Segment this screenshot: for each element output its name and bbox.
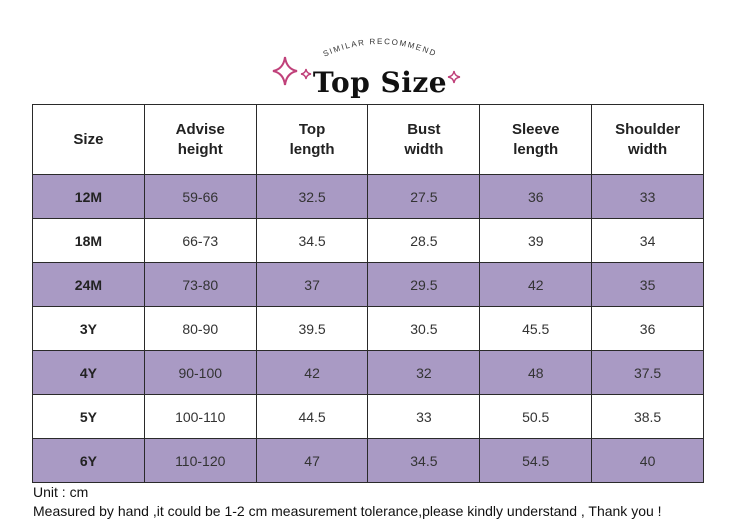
table-header-row: Size Advise height Top length Bust width Sleeve…	[32, 104, 704, 175]
size-cell: 4Y	[32, 350, 145, 395]
measurement-cell: 37.5	[591, 350, 704, 395]
table-row: 3Y 80-90 39.5 30.5 45.5 36	[32, 306, 704, 351]
column-header-line: Sleeve	[511, 120, 560, 138]
column-header-line: height	[177, 140, 223, 158]
column-header-line: width	[404, 140, 444, 158]
measurement-cell: 59-66	[143, 174, 257, 219]
measurement-cell: 80-90	[143, 306, 257, 351]
table-row: 18M 66-73 34.5 28.5 39 34	[32, 218, 704, 263]
measurement-cell: 30.5	[367, 306, 481, 351]
measurement-cell: 73-80	[143, 262, 257, 307]
size-cell: 12M	[32, 174, 145, 219]
size-cell: 3Y	[32, 306, 145, 351]
measurement-cell: 29.5	[367, 262, 481, 307]
measurement-cell: 32.5	[255, 174, 369, 219]
small-sparkle-icon	[300, 68, 312, 80]
header: SIMILAR RECOMMEND Top Size	[0, 0, 750, 104]
right-sparkle-icon	[447, 70, 461, 84]
measurement-cell: 39	[479, 218, 593, 263]
measurement-cell: 45.5	[479, 306, 593, 351]
measurement-cell: 50.5	[479, 394, 593, 439]
measurement-cell: 36	[479, 174, 593, 219]
measurement-cell: 90-100	[143, 350, 257, 395]
column-header: Sleeve length	[479, 104, 593, 175]
table-row: 12M 59-66 32.5 27.5 36 33	[32, 174, 704, 219]
table-row: 4Y 90-100 42 32 48 37.5	[32, 350, 704, 395]
column-header-line: Advise	[175, 120, 225, 138]
measurement-note: Measured by hand ,it could be 1-2 cm mea…	[33, 503, 662, 519]
measurement-cell: 44.5	[255, 394, 369, 439]
measurement-cell: 34	[591, 218, 704, 263]
measurement-cell: 34.5	[367, 438, 481, 483]
column-header: Size	[32, 104, 145, 175]
column-header-line: Shoulder	[615, 120, 681, 138]
measurement-cell: 47	[255, 438, 369, 483]
measurement-cell: 48	[479, 350, 593, 395]
column-header-line: length	[513, 140, 559, 158]
sparkle-icon	[272, 56, 298, 86]
measurement-cell: 35	[591, 262, 704, 307]
table-body: 12M 59-66 32.5 27.5 36 33 18M 66-73 34.5 28.5 39 34…	[32, 174, 704, 483]
subtitle-arc: SIMILAR RECOMMEND	[322, 37, 439, 59]
measurement-cell: 42	[255, 350, 369, 395]
svg-text:SIMILAR RECOMMEND: SIMILAR RECOMMEND	[322, 37, 439, 59]
measurement-cell: 33	[591, 174, 704, 219]
footer: Unit : cm Measured by hand ,it could be …	[33, 483, 748, 521]
measurement-cell: 38.5	[591, 394, 704, 439]
measurement-cell: 33	[367, 394, 481, 439]
measurement-cell: 42	[479, 262, 593, 307]
column-header: Advise height	[143, 104, 257, 175]
page-title: Top Size	[312, 66, 448, 99]
table-row: 24M 73-80 37 29.5 42 35	[32, 262, 704, 307]
size-cell: 6Y	[32, 438, 145, 483]
measurement-cell: 100-110	[143, 394, 257, 439]
measurement-cell: 54.5	[479, 438, 593, 483]
measurement-cell: 27.5	[367, 174, 481, 219]
column-header-line: length	[289, 140, 335, 158]
measurement-cell: 28.5	[367, 218, 481, 263]
size-cell: 18M	[32, 218, 145, 263]
measurement-cell: 40	[591, 438, 704, 483]
column-header: Shoulder width	[591, 104, 704, 175]
measurement-cell: 36	[591, 306, 704, 351]
column-header-line: Size	[73, 130, 104, 148]
subtitle-text: SIMILAR RECOMMEND	[322, 37, 437, 59]
column-header: Top length	[255, 104, 369, 175]
size-table: Size Advise height Top length Bust width Sleeve…	[32, 104, 704, 483]
column-header-line: Bust	[407, 120, 441, 138]
measurement-cell: 37	[255, 262, 369, 307]
measurement-cell: 110-120	[143, 438, 257, 483]
measurement-cell: 32	[367, 350, 481, 395]
measurement-cell: 66-73	[143, 218, 257, 263]
column-header: Bust width	[367, 104, 481, 175]
column-header-line: Top	[298, 120, 326, 138]
measurement-cell: 34.5	[255, 218, 369, 263]
table-row: 5Y 100-110 44.5 33 50.5 38.5	[32, 394, 704, 439]
measurement-cell: 39.5	[255, 306, 369, 351]
unit-note: Unit : cm	[33, 484, 89, 500]
size-cell: 5Y	[32, 394, 145, 439]
column-header-line: width	[627, 140, 668, 158]
size-cell: 24M	[32, 262, 145, 307]
table-row: 6Y 110-120 47 34.5 54.5 40	[32, 438, 704, 483]
